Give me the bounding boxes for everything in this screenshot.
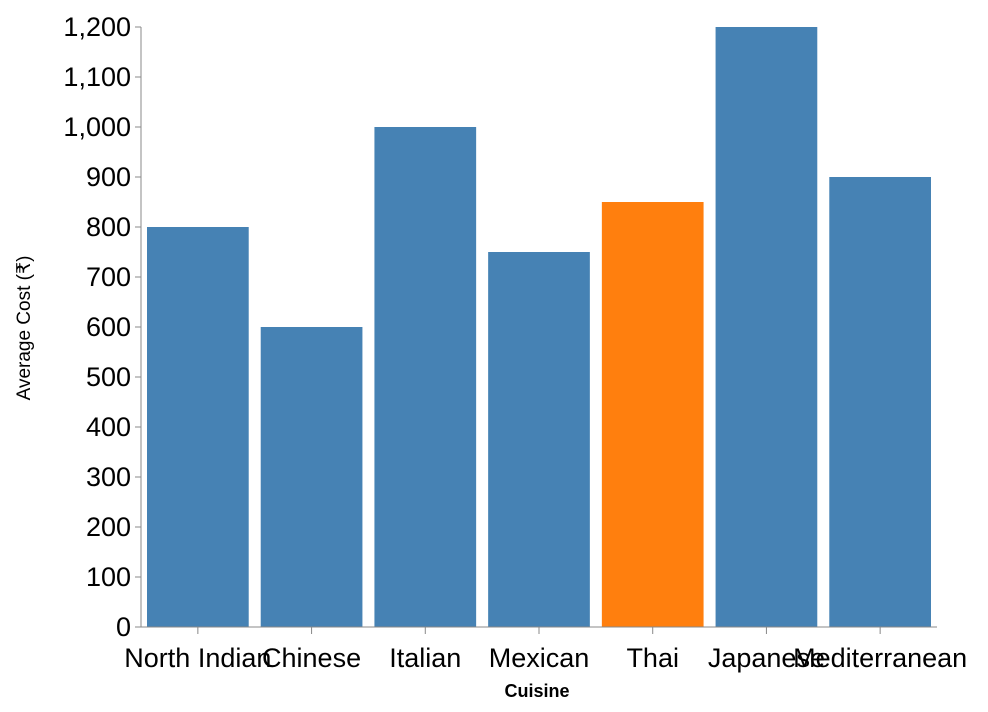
y-tick-label: 600 [86, 312, 131, 342]
y-tick-label: 300 [86, 462, 131, 492]
y-tick-label: 800 [86, 212, 131, 242]
x-tick-label-italian: Italian [389, 643, 461, 673]
y-tick-label: 1,000 [63, 112, 131, 142]
x-tick-label-mexican: Mexican [489, 643, 590, 673]
x-tick-label-north-indian: North Indian [124, 643, 271, 673]
y-axis: 0 100 200 300 400 500 600 700 800 900 1,000 1,100 1,… [63, 12, 142, 642]
y-tick-label: 100 [86, 562, 131, 592]
y-axis-title: Average Cost (₹) [14, 256, 35, 401]
y-tick-label: 0 [116, 612, 131, 642]
x-tick-label-mediterranean: Mediterranean [793, 643, 967, 673]
y-tick-label: 1,100 [63, 62, 131, 92]
x-tick-label-japanese: Japanese [708, 643, 825, 673]
y-tick-label: 400 [86, 412, 131, 442]
bar-mediterranean [829, 177, 931, 627]
bar-mexican [488, 252, 590, 627]
bar-thai [601, 202, 704, 627]
x-tick-label-thai: Thai [626, 643, 679, 673]
y-tick-label: 200 [86, 512, 131, 542]
bar-chinese [260, 327, 363, 627]
x-axis-title: Cuisine [504, 681, 569, 701]
bars-layer [147, 27, 931, 627]
y-tick-label: 900 [86, 162, 131, 192]
y-tick-label: 500 [86, 362, 131, 392]
bar-japanese [715, 27, 818, 627]
bar-italian [374, 127, 477, 627]
y-tick-label: 700 [86, 262, 131, 292]
y-tick-label: 1,200 [63, 12, 131, 42]
bar-north-indian [147, 227, 249, 627]
x-tick-label-chinese: Chinese [262, 643, 361, 673]
